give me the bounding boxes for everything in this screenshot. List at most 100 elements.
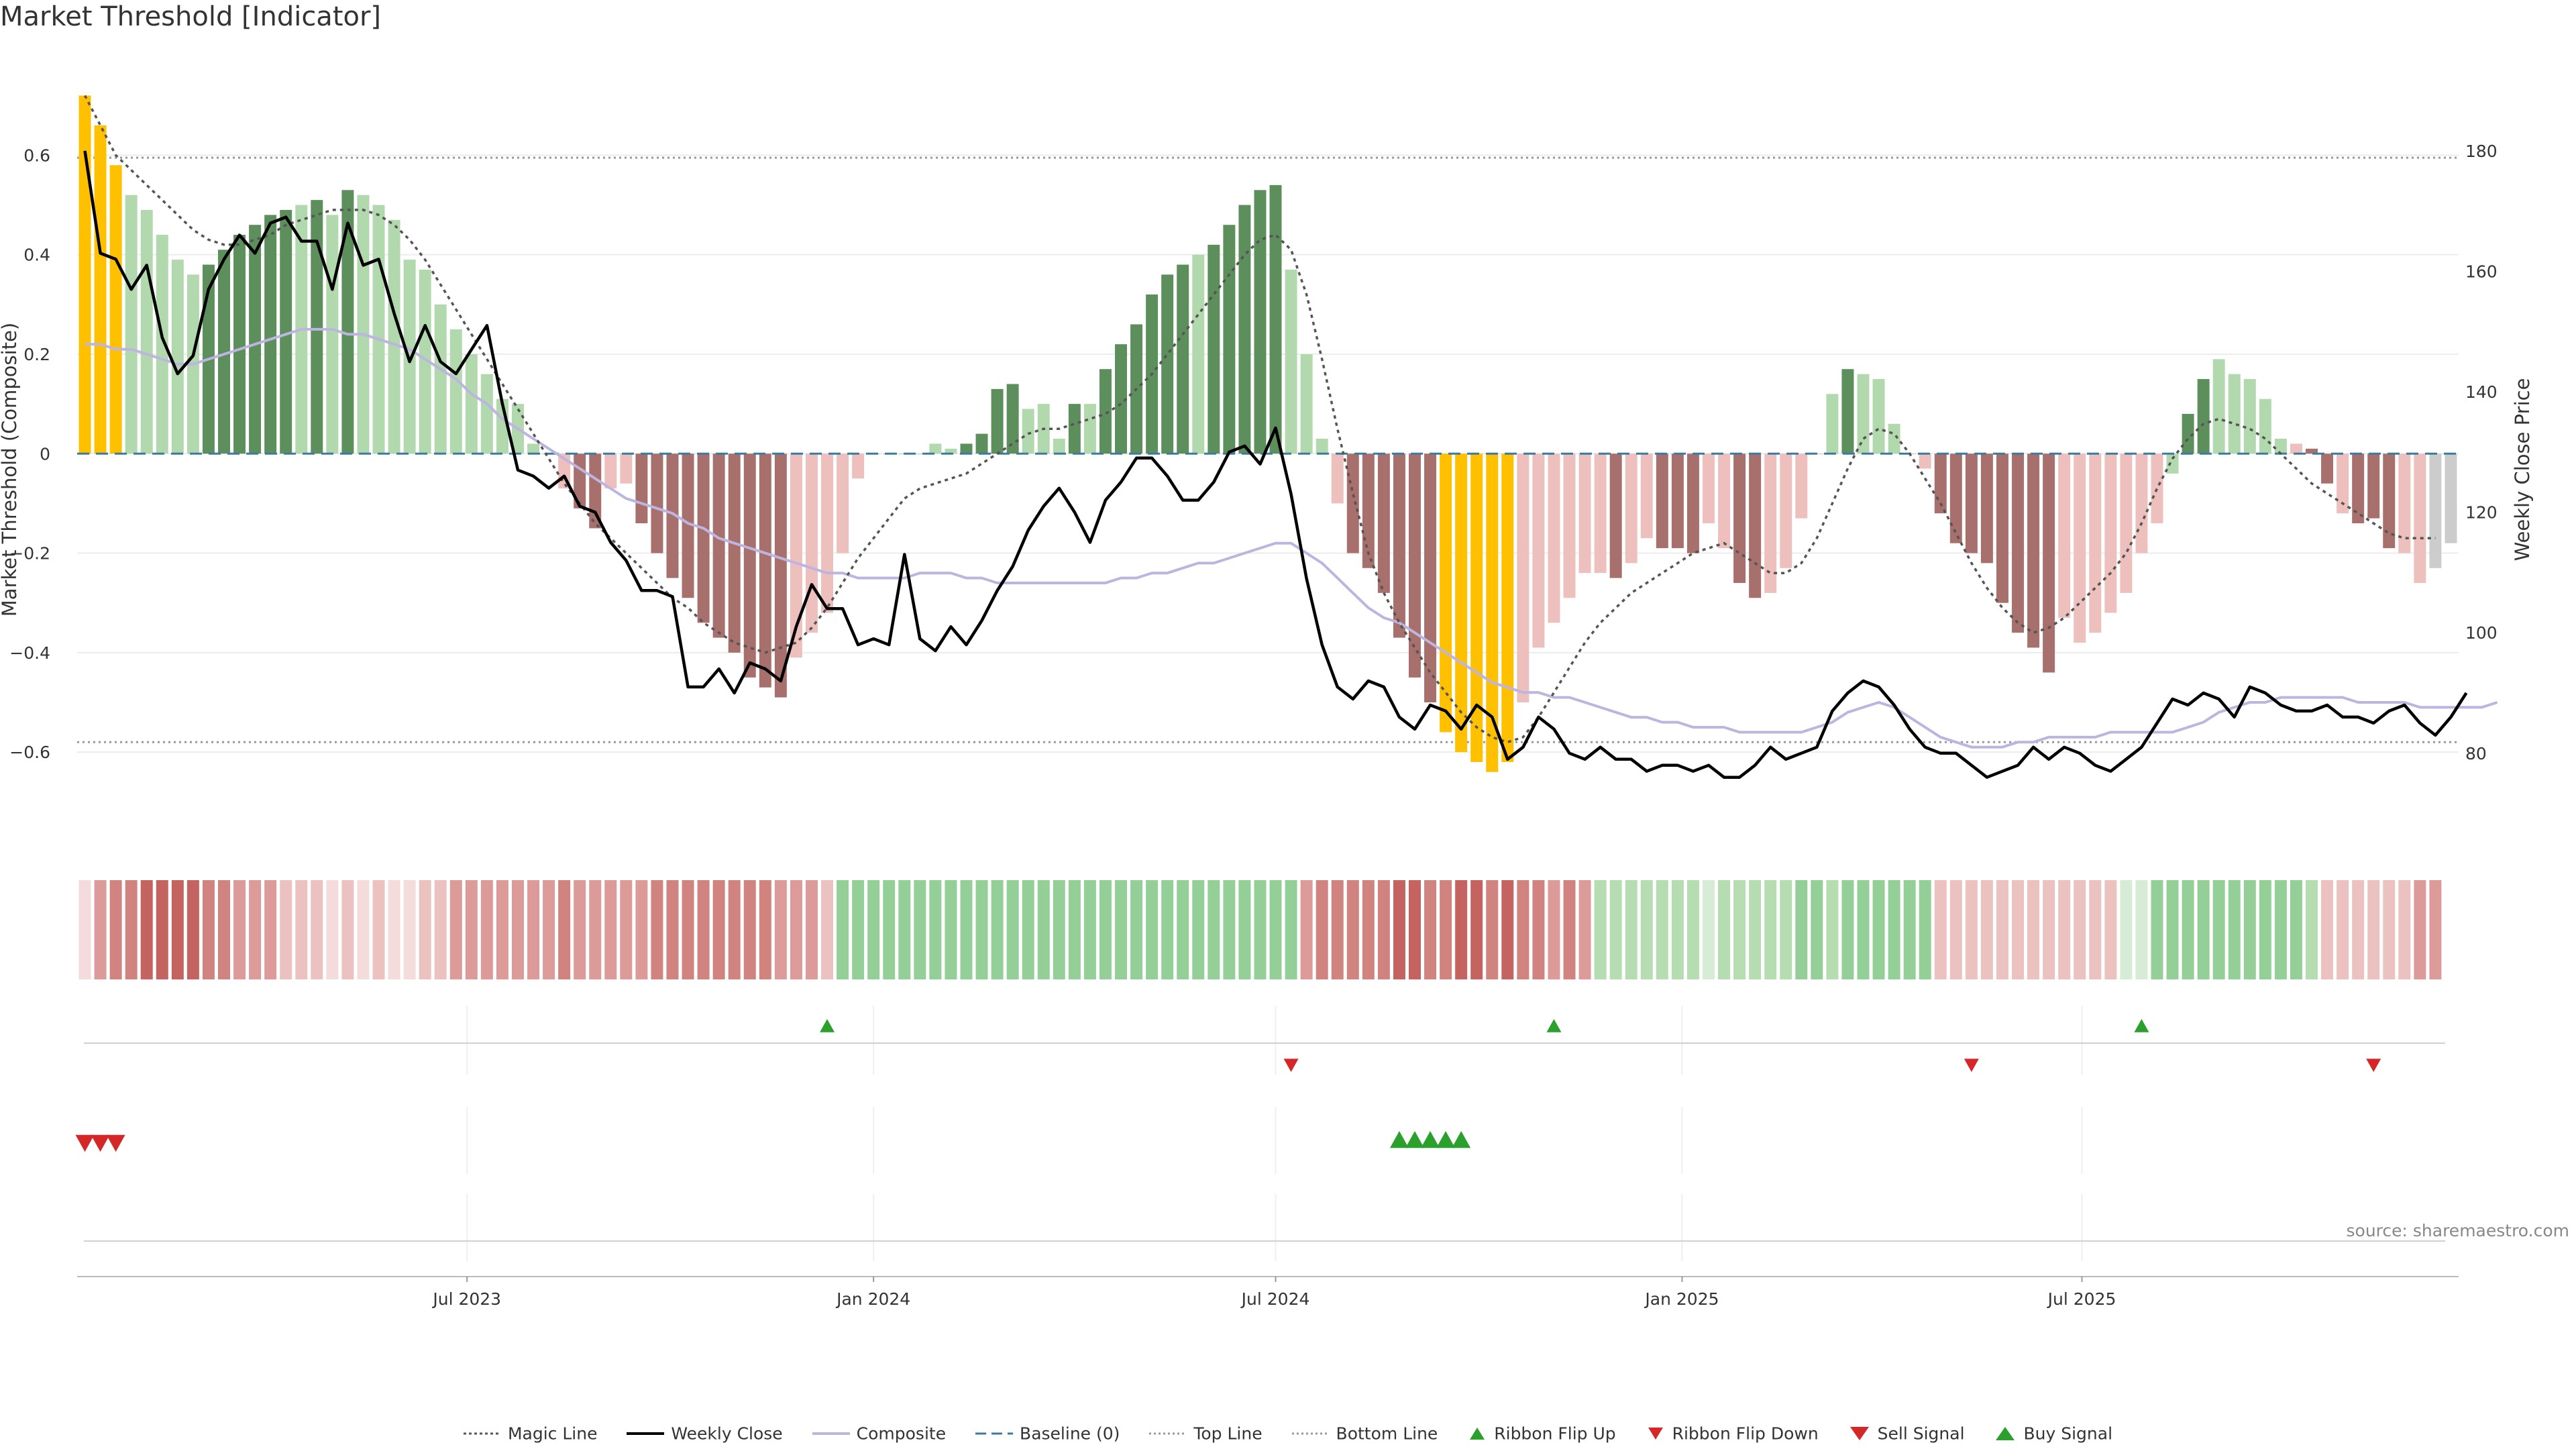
ribbon-cell (2151, 880, 2163, 979)
ribbon-cell (2290, 880, 2302, 979)
ribbon-cell (1377, 880, 1390, 979)
composite-bar (1238, 205, 1251, 454)
y-tick-label-left: 0.4 (23, 246, 50, 265)
ribbon-cell (171, 880, 184, 979)
ribbon-cell (1548, 880, 1560, 979)
y-tick-label-left: −0.4 (9, 643, 50, 663)
ribbon-cell (2306, 880, 2318, 979)
ribbon-cell (1811, 880, 1823, 979)
ribbon-cell (666, 880, 679, 979)
composite-bar (1362, 453, 1375, 568)
composite-bar (1640, 453, 1653, 539)
legend-swatch-ribbon-flip-up (1470, 1427, 1485, 1440)
composite-bar (1083, 404, 1096, 454)
composite-bar (604, 453, 617, 489)
ribbon-cell (1702, 880, 1715, 979)
ribbon-cell (434, 880, 447, 979)
ribbon-cell (991, 880, 1004, 979)
ribbon-cell (759, 880, 771, 979)
ribbon-cell (264, 880, 277, 979)
composite-line (85, 327, 2498, 749)
composite-bar (311, 200, 323, 454)
ribbon-cell (2367, 880, 2380, 979)
ribbon-cell (1532, 880, 1545, 979)
composite-bar (218, 250, 230, 454)
composite-bar (140, 209, 153, 454)
legend-item-weekly-close: Weekly Close (627, 1423, 783, 1443)
composite-bar (1625, 453, 1638, 564)
ribbon-cell (480, 880, 493, 979)
composite-bar (449, 329, 462, 454)
composite-bar (1965, 453, 1978, 553)
legend-swatch-magic-line (463, 1432, 501, 1435)
ribbon-cell (2259, 880, 2271, 979)
composite-bar (1223, 225, 1236, 454)
legend-item-ribbon-flip-down: Ribbon Flip Down (1646, 1423, 1819, 1443)
composite-bar (2197, 379, 2210, 454)
y-tick-label-left: −0.2 (9, 544, 50, 564)
legend-label: Sell Signal (1877, 1424, 1965, 1444)
composite-bar (1208, 244, 1220, 454)
reference-lines (77, 156, 2459, 743)
y-tick-label-left: −0.6 (9, 743, 50, 762)
ribbon-cell (1640, 880, 1653, 979)
composite-bar (527, 443, 540, 454)
ribbon-cell (1409, 880, 1421, 979)
ribbon-cell (125, 880, 138, 979)
ribbon-cell (1161, 880, 1174, 979)
composite-bar (1269, 184, 1282, 454)
composite-bar (1006, 384, 1019, 454)
composite-bar (1455, 453, 1468, 753)
ribbon-cell (883, 880, 896, 979)
ribbon-cell (2104, 880, 2117, 979)
composite-bars (78, 95, 2457, 772)
composite-bar (837, 453, 849, 553)
composite-bar (929, 443, 942, 454)
ribbon-cell (419, 880, 431, 979)
legend-item-buy-signal: Buy Signal (1994, 1423, 2112, 1443)
composite-bar (480, 374, 493, 454)
ribbon-cell (2429, 880, 2442, 979)
composite-bar (1346, 453, 1359, 553)
ribbon-cell (1872, 880, 1885, 979)
composite-bar (2259, 398, 2271, 454)
ribbon-cell (1316, 880, 1328, 979)
composite-bar (465, 354, 478, 454)
legend-item-sell-signal: Sell Signal (1848, 1423, 1965, 1444)
ribbon-cell (527, 880, 540, 979)
composite-bar (2166, 453, 2179, 474)
x-tick-label: Jul 2025 (2047, 1289, 2116, 1309)
composite-bar (620, 453, 633, 484)
legend-swatch-composite (812, 1432, 850, 1435)
sell-signal-marker (75, 1134, 95, 1152)
legend-swatch-buy-signal (1996, 1426, 2015, 1440)
composite-bar (1996, 453, 2008, 603)
ribbon-cell (1208, 880, 1220, 979)
composite-bar (1161, 274, 1174, 454)
ribbon-cell (1037, 880, 1050, 979)
composite-bar (712, 453, 725, 638)
composite-bar (94, 125, 107, 454)
legend-swatch-ribbon-flip-down (1648, 1427, 1663, 1440)
composite-bar (651, 453, 663, 553)
composite-bar (1749, 453, 1762, 598)
ribbon-cell (1718, 880, 1731, 979)
composite-bar (1377, 453, 1390, 593)
ribbon-cell (1501, 880, 1514, 979)
composite-bar (1949, 453, 1962, 543)
legend-label: Bottom Line (1336, 1424, 1438, 1444)
composite-bar (2383, 453, 2396, 549)
ribbon-cell (620, 880, 633, 979)
composite-bar (1780, 453, 1792, 568)
ribbon-cell (2089, 880, 2102, 979)
composite-bar (1795, 453, 1808, 519)
source-note: source: sharemaestro.com (2346, 1221, 2570, 1240)
ribbon-cell (1764, 880, 1777, 979)
ribbon-cell (543, 880, 555, 979)
ribbon-cell (558, 880, 571, 979)
composite-bar (1300, 354, 1313, 454)
legend-swatch-weekly-close (627, 1432, 665, 1435)
composite-bar (2027, 453, 2040, 648)
ribbon-cell (1888, 880, 1900, 979)
ribbon-cell (156, 880, 168, 979)
